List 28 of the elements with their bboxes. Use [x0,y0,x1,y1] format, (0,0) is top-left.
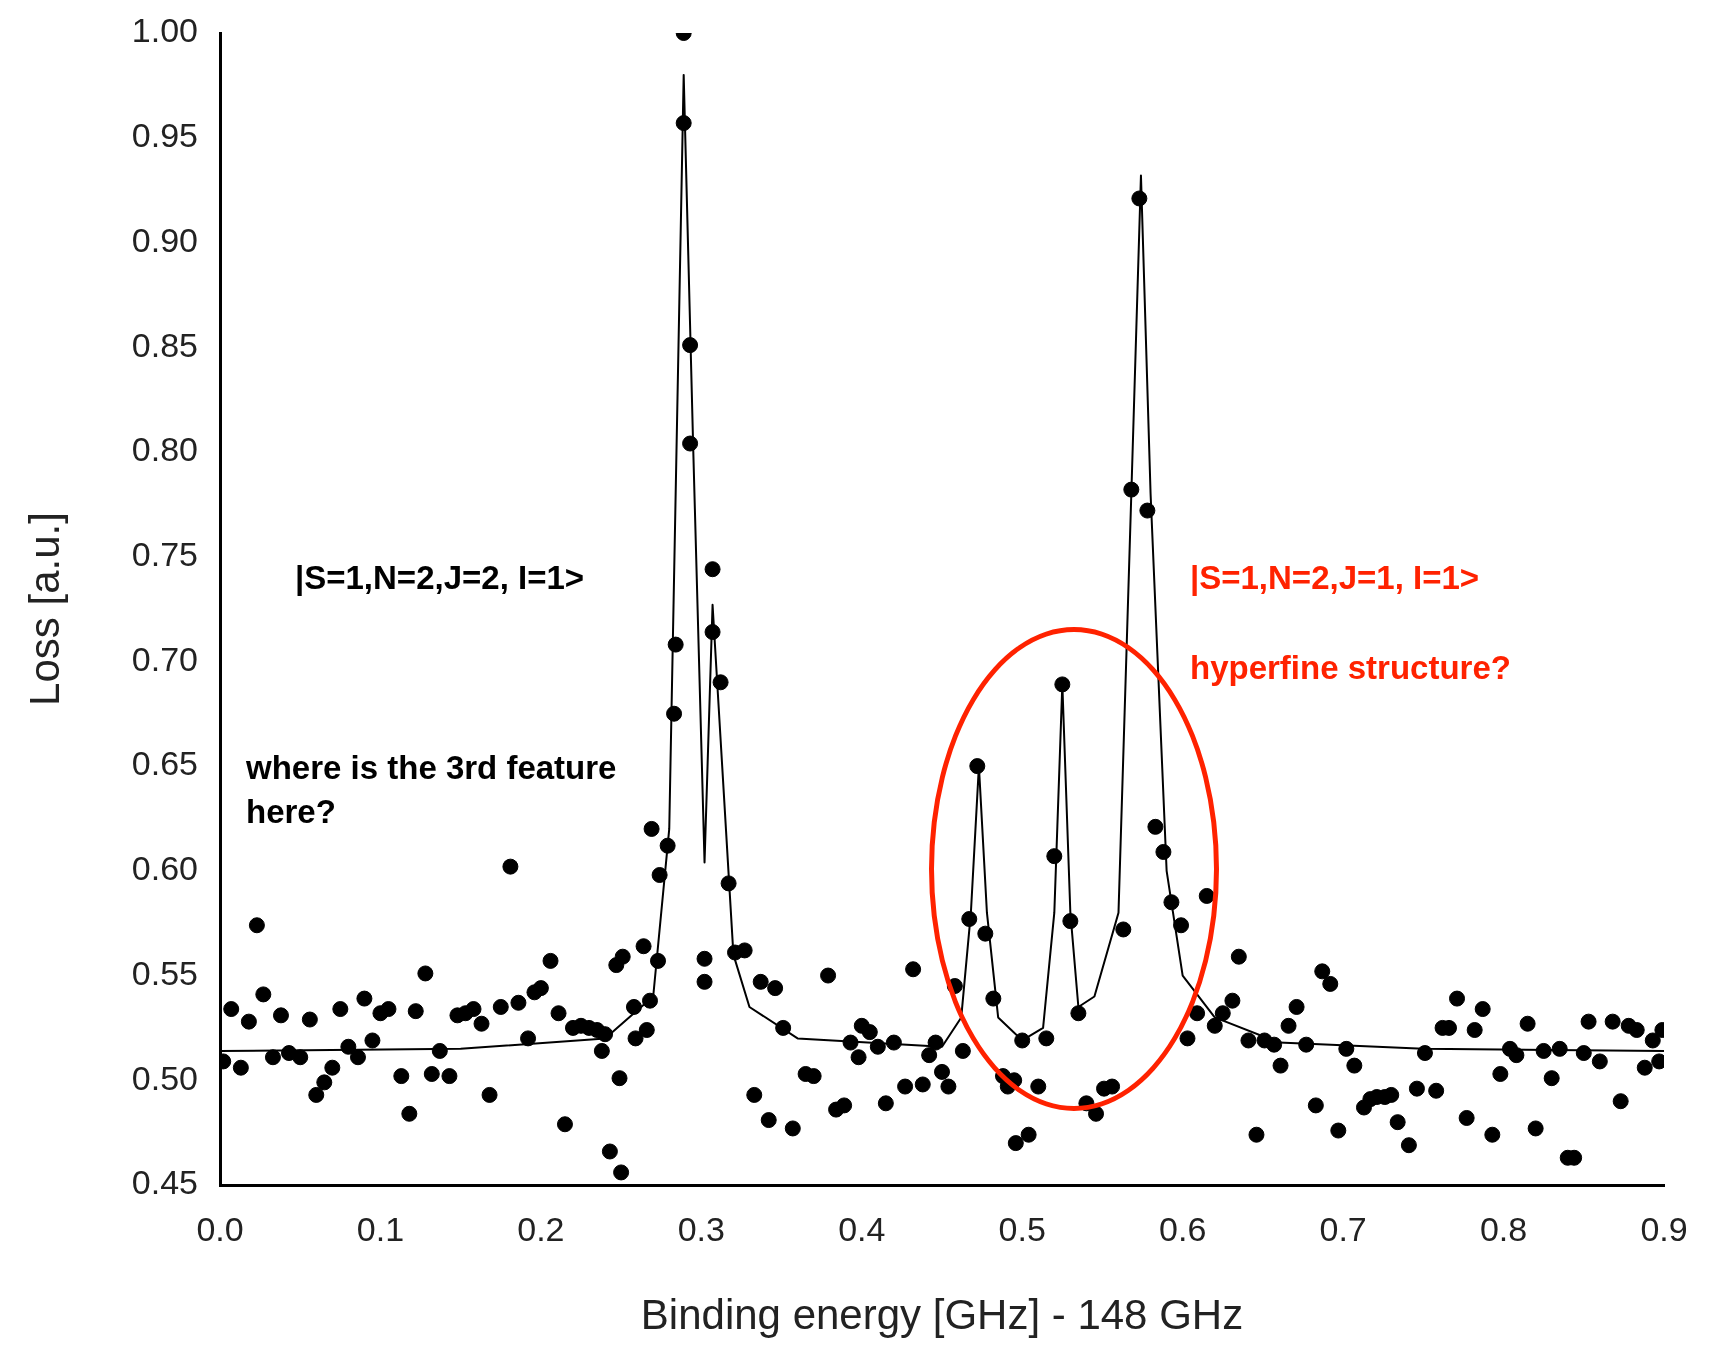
y-tick-label: 0.90 [131,220,198,259]
x-tick-label: 0.7 [1319,1209,1367,1248]
x-tick-label: 0.0 [196,1209,244,1248]
annotation: |S=1,N=2,J=2, I=1> [295,558,586,598]
x-tick-label: 0.2 [517,1209,565,1248]
y-tick-label: 0.85 [131,325,198,364]
y-tick-label: 0.55 [131,953,198,992]
x-tick-label: 0.1 [356,1209,405,1248]
y-tick-label: 0.75 [131,535,198,574]
x-tick-label: 0.8 [1479,1209,1528,1248]
y-tick-label: 0.50 [131,1058,198,1097]
x-tick-label: 0.4 [838,1209,886,1248]
y-tick-label: 0.65 [131,744,198,783]
x-tick-label: 0.9 [1640,1209,1688,1248]
y-tick-label: 0.60 [131,849,198,888]
y-tick-label: 0.70 [131,639,198,678]
y-tick-label: 0.45 [131,1163,198,1202]
y-tick-label: 1.00 [131,11,198,50]
annotation: |S=1,N=2,J=1, I=1> [1190,558,1481,598]
x-axis-title: Binding energy [GHz] - 148 GHz [640,1291,1244,1339]
x-tick-label: 0.6 [1159,1209,1207,1248]
annotation: where is the 3rd feature here? [246,748,618,832]
y-tick-label: 0.95 [131,116,198,155]
y-tick-label: 0.80 [131,430,198,469]
y-axis-title: Loss [a.u.] [20,512,68,706]
x-tick-label: 0.3 [677,1209,725,1248]
x-tick-label: 0.5 [998,1209,1046,1248]
annotation: hyperfine structure? [1190,648,1512,688]
